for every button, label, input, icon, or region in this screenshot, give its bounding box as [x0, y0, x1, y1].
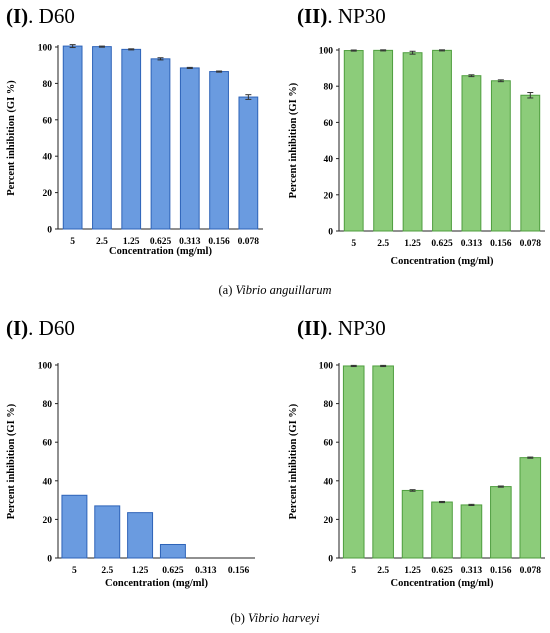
bar — [401, 489, 424, 559]
y-tick-label: 100 — [319, 47, 334, 57]
x-tick-label: 0.156 — [228, 566, 250, 576]
bar — [519, 457, 542, 559]
y-tick-label: 20 — [324, 191, 334, 201]
panel-title-a2: (II). NP30 — [297, 4, 386, 29]
bar — [61, 494, 88, 559]
panel-title-name: . D60 — [28, 316, 75, 340]
x-tick-label: 2.5 — [96, 237, 108, 247]
x-tick-label: 0.625 — [150, 237, 172, 247]
y-axis-label: Percent inhibition (GI %) — [6, 80, 17, 196]
x-tick-label: 1.25 — [132, 566, 149, 576]
caption-a: (a) Vibrio anguillarum — [0, 283, 550, 298]
x-tick-label: 5 — [70, 237, 75, 247]
x-tick-label: 0.078 — [520, 566, 542, 576]
bar — [159, 543, 186, 559]
x-tick-label: 2.5 — [377, 566, 389, 576]
x-tick-label: 0.625 — [431, 566, 453, 576]
x-tick-label: 0.078 — [520, 239, 542, 249]
caption-a-organism: Vibrio anguillarum — [235, 283, 332, 297]
panel-title-roman: (I) — [6, 4, 29, 28]
panel-title-roman: (II) — [297, 316, 328, 340]
panel-title-roman: (II) — [297, 4, 328, 28]
x-axis-label: Concentration (mg/ml) — [109, 246, 212, 257]
x-axis-label: Concentration (mg/ml) — [391, 578, 494, 589]
y-tick-label: 60 — [324, 119, 334, 129]
bar — [342, 365, 365, 559]
panel-title-roman: (I) — [6, 316, 29, 340]
y-tick-label: 80 — [43, 80, 53, 90]
panel-title-a1: (I). D60 — [6, 4, 75, 29]
y-tick-label: 20 — [43, 189, 53, 199]
caption-b-organism: Vibrio harveyi — [248, 611, 320, 625]
x-tick-label: 1.25 — [404, 239, 421, 249]
y-tick-label: 80 — [324, 400, 334, 410]
y-tick-label: 60 — [43, 439, 53, 449]
panel-title-name: . NP30 — [327, 316, 386, 340]
caption-a-prefix: (a) — [218, 283, 233, 297]
y-tick-label: 100 — [38, 44, 53, 54]
y-axis-label: Percent inhibition (GI %) — [6, 403, 17, 519]
x-tick-label: 0.156 — [208, 237, 230, 247]
bar — [94, 505, 121, 559]
x-tick-label: 5 — [72, 566, 77, 576]
y-tick-label: 40 — [324, 477, 334, 487]
x-tick-label: 0.313 — [195, 566, 217, 576]
x-tick-label: 5 — [351, 239, 356, 249]
x-tick-label: 0.313 — [461, 566, 483, 576]
bar — [431, 501, 453, 559]
x-tick-label: 0.156 — [490, 566, 512, 576]
x-tick-label: 0.625 — [431, 239, 453, 249]
y-tick-label: 80 — [324, 83, 334, 93]
y-axis-label: Percent inhibition (GI %) — [288, 82, 299, 198]
x-tick-label: 5 — [351, 566, 356, 576]
x-tick-label: 0.313 — [179, 237, 201, 247]
x-tick-label: 0.625 — [162, 566, 184, 576]
x-tick-label: 1.25 — [123, 237, 140, 247]
y-axis-label: Percent inhibition (GI %) — [288, 403, 299, 519]
panel-title-name: . D60 — [28, 4, 75, 28]
bar — [372, 365, 394, 559]
x-tick-label: 2.5 — [101, 566, 113, 576]
y-tick-label: 20 — [43, 516, 53, 526]
y-tick-label: 0 — [328, 228, 333, 238]
bar — [127, 512, 154, 559]
x-axis-label: Concentration (mg/ml) — [105, 578, 208, 589]
y-tick-label: 80 — [43, 400, 53, 410]
bar — [460, 504, 483, 559]
caption-b-prefix: (b) — [230, 611, 245, 625]
panel-title-b1: (I). D60 — [6, 316, 75, 341]
y-tick-label: 40 — [43, 153, 53, 163]
y-tick-label: 0 — [328, 555, 333, 565]
y-tick-label: 100 — [38, 362, 53, 372]
panel-title-b2: (II). NP30 — [297, 316, 386, 341]
y-tick-label: 60 — [324, 439, 334, 449]
x-tick-label: 0.078 — [238, 237, 260, 247]
y-tick-label: 100 — [319, 362, 334, 372]
bar — [490, 486, 512, 559]
caption-b: (b) Vibrio harveyi — [0, 611, 550, 626]
y-tick-label: 0 — [47, 226, 52, 236]
x-tick-label: 2.5 — [377, 239, 389, 249]
y-tick-label: 60 — [43, 116, 53, 126]
y-tick-label: 40 — [43, 477, 53, 487]
x-tick-label: 0.313 — [461, 239, 483, 249]
y-tick-label: 0 — [47, 555, 52, 565]
x-axis-label: Concentration (mg/ml) — [391, 256, 494, 267]
x-tick-label: 1.25 — [404, 566, 421, 576]
y-tick-label: 20 — [324, 516, 334, 526]
x-tick-label: 0.156 — [490, 239, 512, 249]
y-tick-label: 40 — [324, 155, 334, 165]
panel-title-name: . NP30 — [327, 4, 386, 28]
